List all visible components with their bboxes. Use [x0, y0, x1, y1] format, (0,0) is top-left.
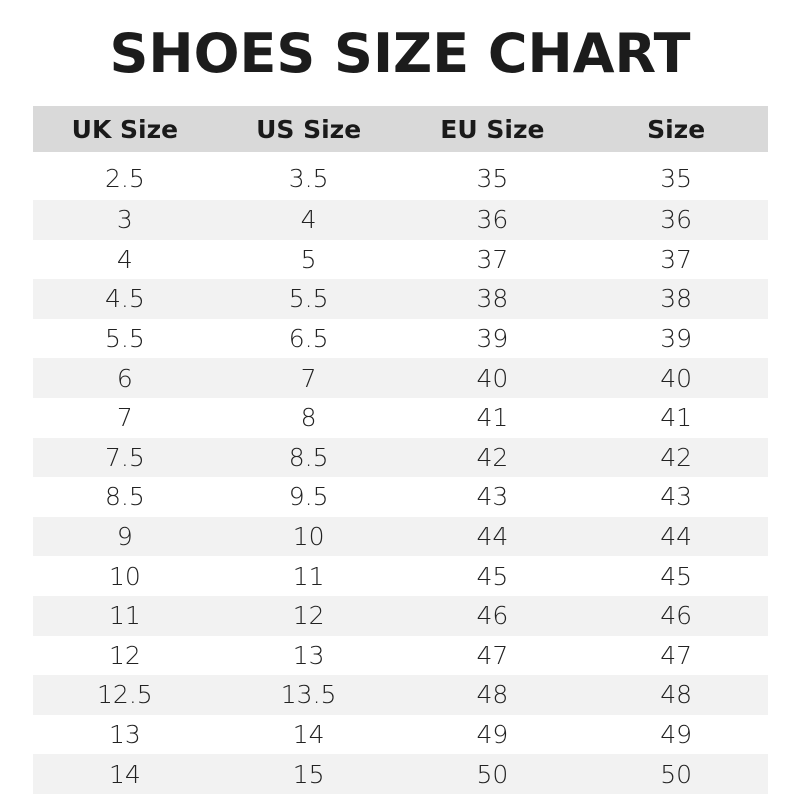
page-title: SHOES SIZE CHART	[109, 22, 691, 85]
table-cell: 10	[108, 561, 141, 591]
table-cell: 43	[476, 482, 509, 512]
table-cell: 4.5	[33, 279, 217, 319]
table-row: 11 12 46 46	[33, 595, 768, 636]
table-cell: 41	[476, 403, 509, 433]
table-cell: 8.5	[104, 482, 145, 512]
table-row: 7.5 8.5 42 42	[33, 437, 768, 478]
table-cell: 7	[116, 403, 133, 433]
table-cell: 45	[476, 561, 509, 591]
table-cell: 13	[292, 640, 325, 670]
table-row: 4 5 37 37	[33, 240, 768, 280]
table-cell: 4	[116, 244, 133, 274]
table-row: 9 10 44 44	[33, 516, 768, 557]
table-row: 10 11 45 45	[33, 556, 768, 596]
table-cell: 8.5	[216, 437, 401, 478]
table-cell: 35	[476, 163, 509, 193]
table-cell: 3.5	[288, 163, 329, 193]
table-cell: 14	[33, 754, 217, 794]
table-cell: 44	[584, 516, 768, 557]
table-cell: 40	[584, 358, 768, 398]
table-row: 6 7 40 40	[33, 358, 768, 398]
column-header: EU Size	[400, 106, 585, 152]
table-cell: 12.5	[33, 675, 217, 715]
table-cell: 36	[584, 200, 768, 240]
table-cell: 8	[300, 403, 317, 433]
table-cell: 41	[660, 403, 693, 433]
table-cell: 40	[400, 358, 585, 398]
table-cell: 42	[584, 437, 768, 478]
table-cell: 5.5	[104, 324, 145, 354]
table-cell: 35	[660, 163, 693, 193]
table-cell: 11	[33, 595, 217, 636]
table-cell: 47	[660, 640, 693, 670]
table-row: 8.5 9.5 43 43	[33, 477, 768, 517]
table-cell: 36	[400, 200, 585, 240]
column-header: UK Size	[33, 106, 217, 152]
table-cell: 12	[216, 595, 401, 636]
table-cell: 6.5	[288, 324, 329, 354]
table-cell: 49	[660, 720, 693, 750]
table-row: 2.5 3.5 35 35	[33, 152, 768, 200]
table-cell: 37	[476, 244, 509, 274]
table-row: 12.5 13.5 48 48	[33, 675, 768, 715]
table-row: 7 8 41 41	[33, 398, 768, 438]
column-header: Size	[584, 106, 768, 152]
table-cell: 44	[400, 516, 585, 557]
table-cell: 9	[33, 516, 217, 557]
table-cell: 46	[400, 595, 585, 636]
table-row: 3 4 36 36	[33, 200, 768, 240]
table-cell: 50	[400, 754, 585, 794]
table-cell: 7.5	[33, 437, 217, 478]
table-cell: 13.5	[216, 675, 401, 715]
table-cell: 38	[584, 279, 768, 319]
table-row: 14 15 50 50	[33, 754, 768, 794]
table-cell: 11	[292, 561, 325, 591]
table-cell: 5.5	[216, 279, 401, 319]
table-cell: 38	[400, 279, 585, 319]
table-cell: 43	[660, 482, 693, 512]
table-cell: 4	[216, 200, 401, 240]
table-cell: 45	[660, 561, 693, 591]
table-cell: 10	[216, 516, 401, 557]
table-row: 12 13 47 47	[33, 636, 768, 676]
table-cell: 39	[660, 324, 693, 354]
table-cell: 47	[476, 640, 509, 670]
table-cell: 49	[476, 720, 509, 750]
table-row: 5.5 6.5 39 39	[33, 319, 768, 359]
table-cell: 3	[33, 200, 217, 240]
table-cell: 12	[108, 640, 141, 670]
table-cell: 42	[400, 437, 585, 478]
table-cell: 48	[400, 675, 585, 715]
table-cell: 13	[108, 720, 141, 750]
column-header: US Size	[216, 106, 401, 152]
table-cell: 46	[584, 595, 768, 636]
table-row: 4.5 5.5 38 38	[33, 279, 768, 319]
table-cell: 15	[216, 754, 401, 794]
table-cell: 14	[292, 720, 325, 750]
table-cell: 5	[300, 244, 317, 274]
table-cell: 2.5	[104, 163, 145, 193]
table-cell: 39	[476, 324, 509, 354]
table-cell: 48	[584, 675, 768, 715]
table-header-row: UK Size US Size EU Size Size	[33, 106, 768, 152]
table-cell: 7	[216, 358, 401, 398]
table-cell: 37	[660, 244, 693, 274]
size-chart-table: UK Size US Size EU Size Size 2.5 3.5 35 35 3 4 36…	[33, 106, 768, 794]
table-cell: 50	[584, 754, 768, 794]
table-row: 13 14 49 49	[33, 715, 768, 755]
table-cell: 9.5	[288, 482, 329, 512]
table-cell: 6	[33, 358, 217, 398]
